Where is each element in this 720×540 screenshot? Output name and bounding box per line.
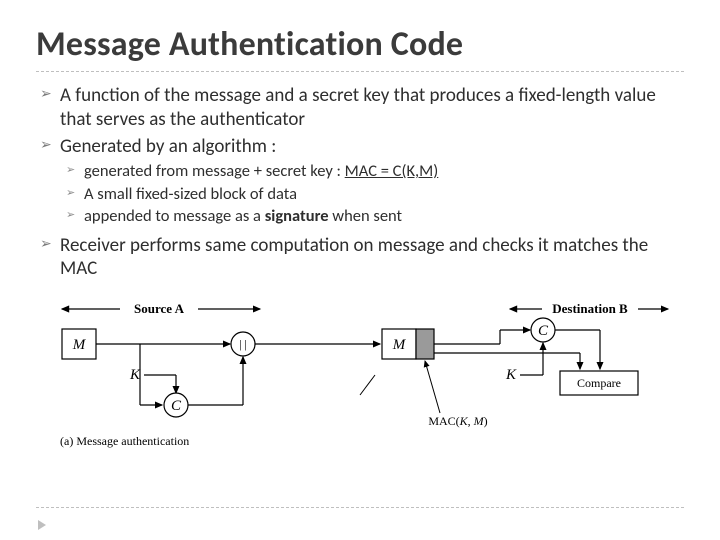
sub1-text: generated from message + secret key :	[84, 161, 345, 181]
m-right: M	[392, 337, 407, 353]
k-left: K	[129, 367, 141, 383]
mac-km-label: MAC(K, M)	[428, 414, 487, 428]
dest-label: Destination B	[552, 301, 628, 316]
sub-bullet-1: generated from message + secret key : MA…	[66, 161, 684, 182]
k-right: K	[505, 367, 517, 383]
divider-bottom	[36, 507, 684, 508]
diagram-svg: Source A Destination B M K C	[40, 295, 680, 455]
sub3-bold: signature	[265, 206, 329, 226]
sub-bullet-list: generated from message + secret key : MA…	[40, 161, 684, 227]
slide: Message Authentication Code A function o…	[0, 0, 720, 540]
c-right: C	[538, 323, 549, 339]
sub3-suffix: when sent	[329, 206, 403, 226]
sub3-prefix: appended to message as a	[84, 206, 265, 226]
sub1-formula: MAC = C(K,M)	[345, 161, 439, 181]
source-label: Source A	[134, 301, 185, 316]
bullet-3: Receiver performs same computation on me…	[40, 234, 684, 282]
diagram-caption: (a) Message authentication	[60, 434, 189, 448]
c-left: C	[171, 398, 182, 414]
bullet-list: A function of the message and a secret k…	[36, 84, 684, 281]
footer-arrow-icon	[38, 520, 46, 530]
bullet-2: Generated by an algorithm :	[40, 135, 684, 159]
m-left: M	[72, 337, 87, 353]
bullet-1: A function of the message and a secret k…	[40, 84, 684, 132]
concat-symbol: | |	[239, 337, 247, 351]
page-title: Message Authentication Code	[36, 24, 684, 65]
sub-bullet-2: A small fixed-sized block of data	[66, 184, 684, 205]
compare-label: Compare	[577, 376, 621, 390]
divider-top	[36, 71, 684, 72]
mac-diagram: Source A Destination B M K C	[40, 295, 680, 455]
sub-bullet-3: appended to message as a signature when …	[66, 206, 684, 227]
